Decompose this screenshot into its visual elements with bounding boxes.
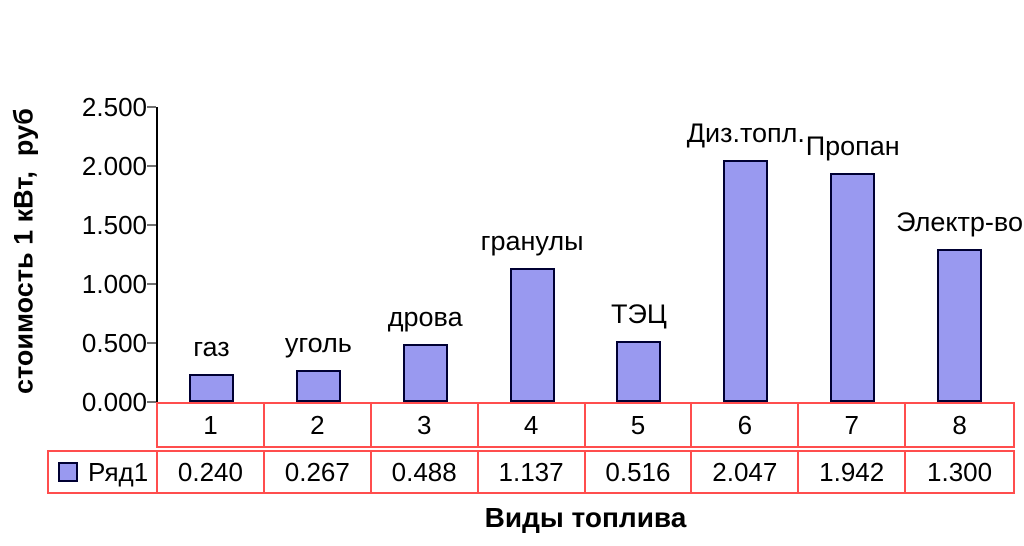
y-tick-mark [147, 401, 156, 403]
category-cell: 2 [265, 404, 372, 446]
bar-Диз.топл. [723, 160, 768, 402]
y-tick-label: 0.500 [81, 328, 147, 358]
category-cell: 3 [372, 404, 479, 446]
y-tick-mark [147, 342, 156, 344]
category-cell: 1 [158, 404, 265, 446]
value-cell: 1.300 [927, 456, 993, 487]
bar-label: ТЭЦ [611, 299, 667, 329]
value-cell: 1.137 [479, 452, 586, 492]
bar-label: Диз.топл. [686, 118, 805, 148]
bar-label: гранулы [480, 226, 584, 256]
category-cell: 4 [479, 404, 586, 446]
bar-Электр-во [937, 249, 982, 402]
bar-label: уголь [284, 328, 352, 358]
y-tick-mark [147, 106, 156, 108]
y-tick-mark [147, 165, 156, 167]
bar-гранулы [510, 268, 555, 402]
category-cell: 8 [952, 409, 967, 440]
category-cell: 7 [799, 404, 907, 446]
series-name: Ряд1 [88, 456, 149, 487]
bar-label: Электр-во [896, 207, 1023, 237]
value-cell: 1.942 [799, 452, 907, 492]
value-cell: 2.047 [692, 452, 800, 492]
bar-label: Пропан [805, 131, 900, 161]
value-cell: 0.488 [372, 452, 479, 492]
y-axis-line [156, 107, 158, 403]
bar-дрова [403, 344, 448, 402]
y-tick-label: 0.000 [81, 387, 147, 417]
y-tick-label: 1.500 [81, 210, 147, 240]
y-tick-label: 2.000 [81, 151, 147, 181]
y-tick-mark [147, 283, 156, 285]
bar-газ [189, 374, 234, 402]
data-table-row: Ряд1 0.240 0.267 0.488 1.137 0.516 2.047 1.942… [47, 450, 1015, 494]
value-cell: 0.240 [158, 452, 265, 492]
y-tick-label: 1.000 [81, 269, 147, 299]
bar-label: дрова [387, 302, 463, 332]
x-axis-title: Виды топлива [484, 502, 687, 533]
value-cell: 0.516 [586, 452, 693, 492]
y-axis-title: стоимость 1 кВт, руб [8, 108, 39, 394]
bar-Пропан [830, 173, 875, 402]
y-tick-label: 2.500 [81, 92, 147, 122]
bar-уголь [296, 370, 341, 402]
bar-label: газ [193, 332, 230, 362]
series-legend-marker-icon [58, 462, 78, 482]
category-cell: 5 [586, 404, 693, 446]
category-cell: 6 [692, 404, 800, 446]
bar-ТЭЦ [616, 341, 661, 402]
legend-cell: Ряд1 [49, 452, 158, 492]
value-cell: 0.267 [265, 452, 372, 492]
y-tick-mark [147, 224, 156, 226]
